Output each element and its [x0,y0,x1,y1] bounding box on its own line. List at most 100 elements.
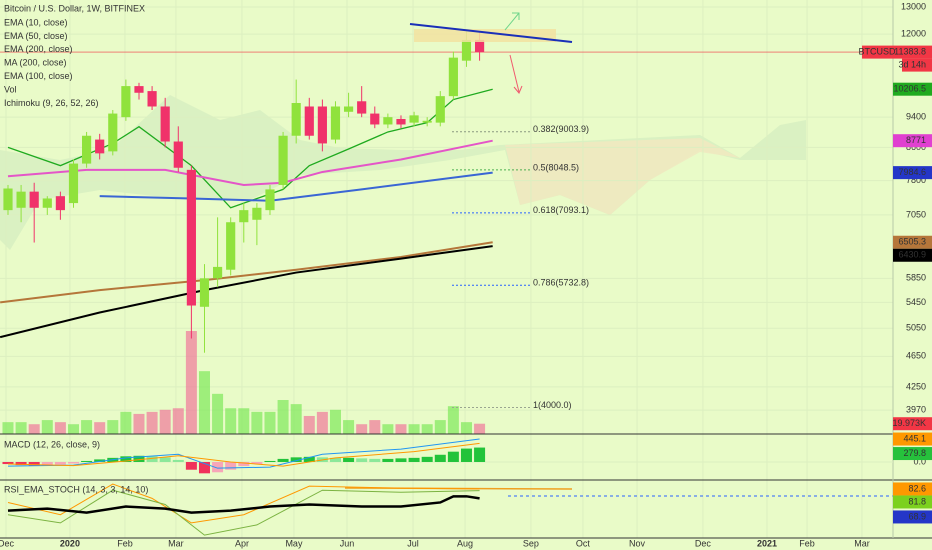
candle-body [304,106,314,136]
macd-bar [290,457,302,462]
x-tick-label: Jun [340,538,355,548]
x-tick-label: Jul [407,538,419,548]
arrow-up-head [512,12,520,20]
macd-bar [120,456,132,462]
macd-bar [133,455,145,462]
x-tick-label: 2020 [60,538,80,548]
macd-bar [434,454,446,462]
legend-entry: EMA (50, close) [4,31,68,41]
volume-bar [460,422,472,434]
volume-bar [264,411,276,434]
candle-body [121,86,131,118]
x-tick-label: May [285,538,303,548]
candle-body [68,163,79,204]
volume-bar [277,400,289,434]
price-badge-label: 81.8 [908,496,926,506]
y-tick-label: 4650 [906,351,926,361]
x-tick-label: Sep [523,538,539,548]
macd-bar [15,461,27,466]
macd-bar [198,461,210,474]
volume-bar [54,422,66,434]
legend-entry: EMA (100, close) [4,71,73,81]
price-badge-label: 6430.9 [898,250,926,260]
legend-entry: EMA (200, close) [4,44,73,54]
volume-bar [41,420,53,434]
volume-bar [212,393,224,434]
price-badge-label: 82.6 [908,483,926,493]
y-tick-label: 7050 [906,209,926,219]
candle-body [199,278,210,307]
x-tick-label: Nov [629,538,646,548]
macd-bar [264,460,276,462]
volume-bar [343,420,355,434]
volume-bar [369,420,381,434]
macd-bar [356,458,368,462]
macd-bar [395,458,407,462]
macd-bar [277,458,289,462]
macd-bar [81,460,93,462]
candle-body [226,222,236,270]
candle-body [29,191,39,208]
candle-body [95,139,105,154]
volume-bar [67,424,79,434]
y-tick-label: 5450 [906,297,926,307]
volume-bar [94,422,106,434]
price-badge [893,432,932,446]
price-badge-label: 7984.6 [898,167,926,177]
y-tick-label: 5050 [906,323,926,333]
price-badge-label: 8771 [906,135,926,145]
volume-bar [434,420,446,434]
candle-body [317,106,327,144]
x-tick-label: 2021 [757,538,777,548]
candle-body [461,39,472,61]
x-tick-label: Dec [695,538,712,548]
arrow-down-head [513,85,523,94]
price-badge [893,447,932,461]
macd-bar [172,459,184,462]
candle-body [396,118,406,125]
candle-body [82,135,92,164]
volume-bar [447,406,459,434]
arrow-down [509,54,520,93]
rsi-title: RSI_EMA_STOCH (14, 3, 3, 14, 10) [4,484,148,494]
macd-bar [185,461,197,470]
rsi-line [7,495,480,514]
x-tick-label: Oct [576,538,591,548]
legend-entry: Vol [4,84,17,94]
macd-bar [251,461,263,465]
volume-bar [146,411,158,434]
rsi-pane [7,483,480,536]
price-badge [893,482,932,496]
candle-body [265,189,275,211]
drawing-box [414,29,556,42]
candle-body [108,113,118,152]
macd-bar [460,448,472,462]
volume-bar [133,413,145,434]
x-tick-label: Apr [235,538,249,548]
price-badge-label: 11383.8 [894,46,926,56]
volume-bar [225,408,237,434]
countdown-label: 3d 14h [898,59,926,69]
price-badge-label: 279.8 [903,448,926,458]
macd-bar [447,451,459,462]
volume-bar [28,424,40,434]
candle-body [42,198,52,208]
volume [2,331,486,434]
symbol-badge-label: BTCUSD [858,46,896,56]
volume-bar [120,411,132,434]
fib-label: 0.786(5732.8) [533,278,589,288]
y-tick-label: 4250 [906,381,926,391]
candle-body [147,91,157,107]
arrow-up [504,12,520,31]
candle-body [291,103,301,136]
volume-bar [303,415,315,434]
candle-body [55,196,65,211]
candle-body [160,106,170,142]
candle-body [278,135,288,185]
x-tick-label: Mar [854,538,870,548]
candle-body [173,141,183,168]
candle-body [383,117,393,125]
x-tick-label: Feb [799,538,815,548]
